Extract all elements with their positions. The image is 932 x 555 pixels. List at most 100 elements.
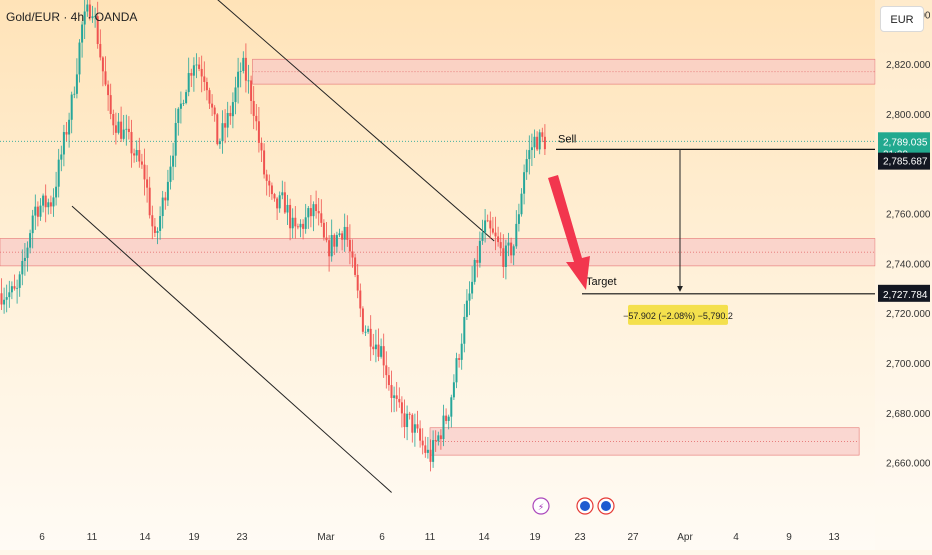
candle-body <box>465 300 468 317</box>
candle-body <box>138 150 141 162</box>
candle-body <box>221 123 224 142</box>
candle-body <box>317 211 320 214</box>
time-tick-label: 14 <box>478 532 490 543</box>
time-axis[interactable]: 6 11 14 19 23 Mar 6 11 14 19 23 27 Apr 4 9 13 <box>39 532 840 543</box>
candle-body <box>533 136 536 148</box>
candle-body <box>348 239 351 252</box>
candle-body <box>218 141 221 145</box>
candle-body <box>216 114 219 145</box>
candle-body <box>57 159 60 187</box>
level-badge <box>878 152 930 170</box>
candle-body <box>382 346 385 366</box>
candle-body <box>424 445 427 453</box>
price-tick-label: 2,760.000 <box>886 210 931 221</box>
candle-body <box>304 217 307 229</box>
candle-body <box>543 136 546 150</box>
candle-body <box>504 245 507 267</box>
candle-body <box>94 16 97 18</box>
candle-body <box>434 440 437 442</box>
candle-body <box>182 103 185 104</box>
candle-body <box>299 223 302 228</box>
candle-body <box>200 68 203 77</box>
candle-body <box>239 70 242 72</box>
candle-body <box>343 226 346 240</box>
candle-body <box>78 42 81 75</box>
candle-body <box>515 223 518 247</box>
candle-body <box>36 206 39 217</box>
candle-body <box>226 112 229 128</box>
time-tick-label: 4 <box>733 532 739 543</box>
candle-body <box>286 204 289 213</box>
candle-body <box>117 121 120 133</box>
candle-body <box>65 132 68 135</box>
candle-body <box>463 316 466 344</box>
time-tick-label: 14 <box>139 532 151 543</box>
trendlines-layer <box>71 0 495 493</box>
event-icon-core <box>580 501 590 511</box>
price-tick-label: 2,740.000 <box>886 259 931 270</box>
candle-body <box>125 128 128 130</box>
price-axis-bg <box>875 0 932 550</box>
candle-body <box>481 232 484 241</box>
candle-body <box>99 43 102 58</box>
candle-body <box>387 375 390 386</box>
time-tick-label: 6 <box>39 532 45 543</box>
candle-body <box>372 346 375 350</box>
candle-body <box>445 415 448 421</box>
candle-body <box>296 226 299 228</box>
candle-body <box>26 247 29 258</box>
sr-zone <box>429 427 860 456</box>
candle-body <box>205 81 208 91</box>
candle-body <box>406 413 409 428</box>
candle-body <box>489 220 492 229</box>
candle-body <box>273 194 276 199</box>
candle-body <box>437 435 440 442</box>
candle-body <box>455 358 458 383</box>
candle-body <box>374 344 377 350</box>
candle-body <box>120 121 123 139</box>
price-tick-label: 2,700.000 <box>886 359 931 370</box>
candle-body <box>315 204 318 212</box>
candles-layer <box>0 0 546 472</box>
candle-body <box>421 440 424 446</box>
currency-button[interactable]: EUR <box>880 6 924 32</box>
candle-body <box>281 192 284 196</box>
candle-body <box>476 259 479 263</box>
time-tick-label: 19 <box>188 532 200 543</box>
candle-body <box>400 402 403 414</box>
time-tick-label: 11 <box>425 532 436 543</box>
candle-body <box>408 413 411 415</box>
candle-body <box>380 346 383 357</box>
sr-zone <box>0 238 876 267</box>
candle-body <box>426 449 429 453</box>
time-tick-label: 23 <box>236 532 248 543</box>
candle-body <box>153 226 156 233</box>
candle-body <box>156 230 159 233</box>
candle-body <box>88 4 91 19</box>
candle-body <box>517 214 520 224</box>
time-tick-label: 13 <box>828 532 840 543</box>
candle-body <box>377 344 380 357</box>
candle-body <box>432 440 435 462</box>
candle-body <box>452 382 455 398</box>
price-tick-label: 2,660.000 <box>886 459 931 470</box>
price-axis[interactable]: 2,660.000 2,680.000 2,700.000 2,720.000 2,74… <box>875 0 932 550</box>
candle-body <box>429 449 432 462</box>
event-icon-core <box>601 501 611 511</box>
candle-body <box>39 205 42 217</box>
candle-body <box>450 397 453 417</box>
candle-body <box>198 64 201 69</box>
candle-body <box>203 76 206 82</box>
candle-body <box>83 11 86 25</box>
candle-body <box>107 84 110 96</box>
candle-body <box>312 204 315 217</box>
candle-body <box>416 424 419 429</box>
candle-body <box>174 122 177 156</box>
candle-body <box>302 223 305 229</box>
candle-body <box>109 95 112 114</box>
candle-body <box>166 181 169 201</box>
candle-body <box>122 129 125 139</box>
